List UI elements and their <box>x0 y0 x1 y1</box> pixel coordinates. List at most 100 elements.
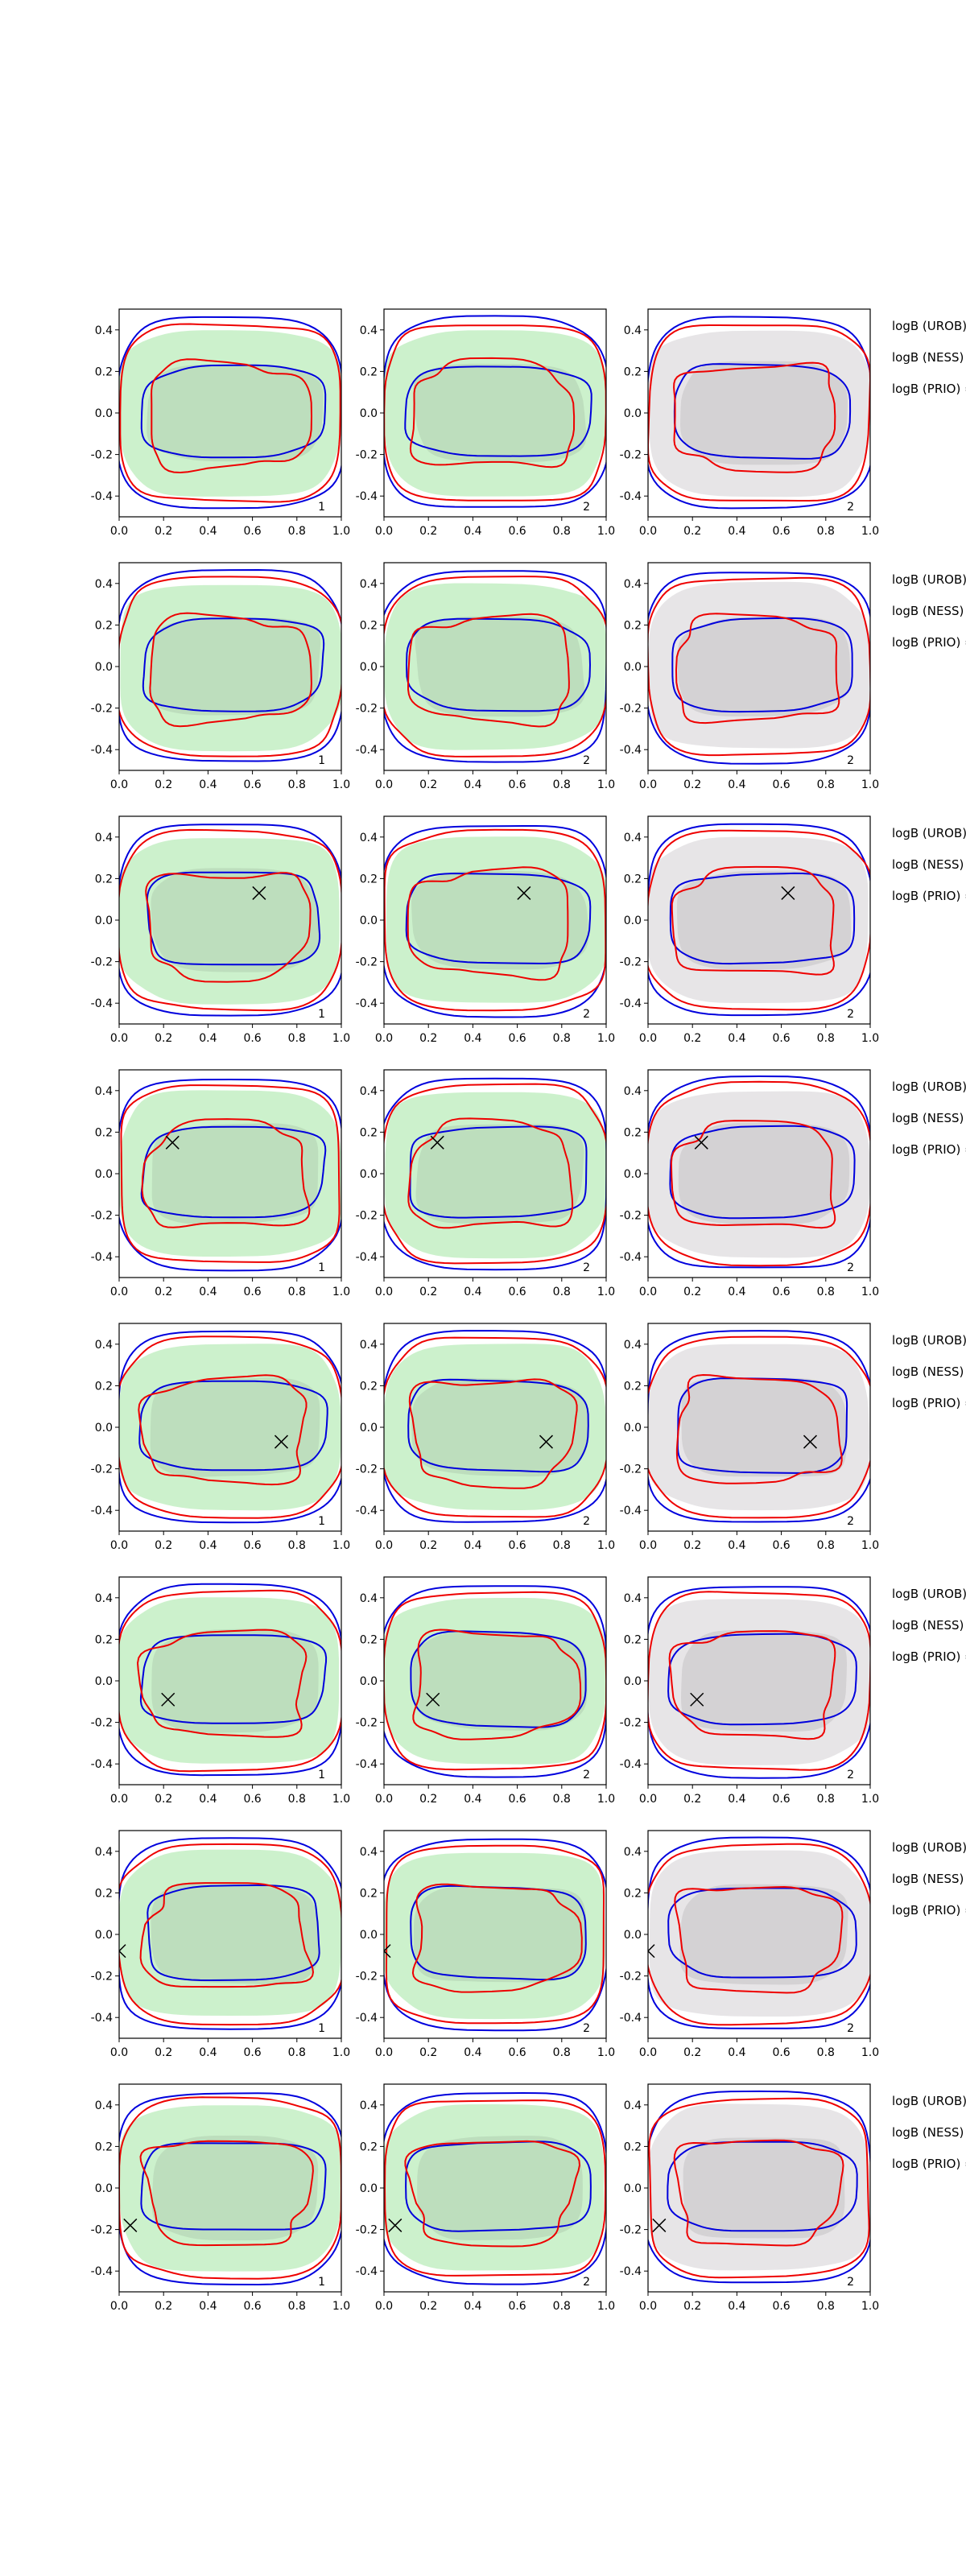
panel-r1-c1: 0.4 0.2 0.0 -0.2 -0.4 0.0 0.2 0.4 0.6 0.8 1.0 1 <box>91 308 350 538</box>
panel-plot-area <box>648 572 870 765</box>
x-tick-label: 0.4 <box>728 2300 745 2313</box>
y-tick-label: -0.2 <box>356 449 378 462</box>
panel-plot-area <box>384 1838 606 2032</box>
x-tick-label: 0.2 <box>683 1539 701 1552</box>
panel-plot-area <box>648 2090 870 2284</box>
marker-x-stroke-b <box>539 1435 554 1449</box>
panel-r3-c1: 0.4 0.2 0.0 -0.2 -0.4 0.0 0.2 0.4 0.6 0.8 1.0 1 <box>91 815 350 1045</box>
panel-number-label: 1 <box>318 501 325 514</box>
x-tick-label: 0.0 <box>110 1286 128 1298</box>
y-tick-label: -0.4 <box>91 490 113 503</box>
y-tick-label: -0.2 <box>356 956 378 969</box>
red-contour-outer <box>384 576 606 758</box>
blue-contour-outer <box>119 316 341 510</box>
panel-plot-area <box>119 1837 341 2030</box>
blue-contour-outer <box>648 823 870 1017</box>
density-fill-inner <box>678 1122 850 1225</box>
marker-x-stroke-b <box>123 2218 138 2232</box>
x-tick-label: 0.2 <box>683 1032 701 1045</box>
x-tick-label: 0.4 <box>464 2300 481 2313</box>
x-tick-label: 0.8 <box>553 1032 571 1045</box>
panel-r8-c2: 0.4 0.2 0.0 -0.2 -0.4 0.0 0.2 0.4 0.6 0.8 1.0 2 <box>356 2083 615 2313</box>
blue-contour-inner <box>405 2140 592 2232</box>
y-tick-label: 0.2 <box>624 365 642 378</box>
red-contour-inner <box>407 866 569 981</box>
density-fill-inner <box>415 1124 584 1224</box>
panel-number-label: 2 <box>847 1008 854 1021</box>
x-tick-label: 0.2 <box>419 1032 437 1045</box>
x-tick-label: 0.8 <box>288 1032 306 1045</box>
x-tick-label: 0.4 <box>199 1793 217 1806</box>
x-tick-label: 0.0 <box>639 778 657 791</box>
marker-x-stroke-a <box>384 1950 391 1959</box>
blue-contour-outer <box>384 1838 606 2032</box>
x-tick-label: 0.4 <box>728 1539 745 1552</box>
y-tick-label: -0.4 <box>356 1505 378 1517</box>
panel-r5-c3: 0.4 0.2 0.0 -0.2 -0.4 0.0 0.2 0.4 0.6 0.8 1.0 2 <box>620 1323 879 1552</box>
y-tick-label: 0.2 <box>360 619 378 632</box>
blue-contour-outer <box>648 572 870 765</box>
y-tick-label: 0.0 <box>624 1929 642 1942</box>
density-fill-inner <box>683 2137 845 2239</box>
panel-number-label: 2 <box>847 754 854 767</box>
marker-x-stroke-b <box>119 1944 126 1952</box>
x-tick-label: 0.2 <box>419 778 437 791</box>
x-tick-label: 0.0 <box>639 1032 657 1045</box>
y-tick-label: 0.0 <box>95 1675 113 1688</box>
y-tick-label: -0.2 <box>620 956 642 969</box>
red-contour-inner <box>671 865 835 976</box>
red-contour-inner <box>674 1885 844 1994</box>
y-tick-label: -0.4 <box>356 1758 378 1771</box>
marker-x-stroke-b <box>165 1135 180 1150</box>
red-contour-outer <box>648 2097 870 2279</box>
red-contour-inner <box>670 1120 836 1229</box>
y-tick-label: 0.2 <box>360 1887 378 1900</box>
y-tick-label: -0.2 <box>620 1971 642 1984</box>
x-tick-label: 0.8 <box>817 1539 835 1552</box>
panel-r7-c3: 0.4 0.2 0.0 -0.2 -0.4 0.0 0.2 0.4 0.6 0.8 1.0 2 <box>620 1830 879 2059</box>
x-tick-label: 1.0 <box>332 778 350 791</box>
y-tick-label: -0.2 <box>91 1971 113 1984</box>
y-tick-label: -0.4 <box>91 1758 113 1771</box>
y-tick-label: 0.0 <box>360 1929 378 1942</box>
panel-plot-area <box>119 316 341 510</box>
density-fill-inner <box>151 868 320 972</box>
y-tick-label: 0.0 <box>360 661 378 674</box>
y-tick-label: 0.4 <box>624 832 642 844</box>
panel-plot-area <box>119 824 341 1017</box>
x-tick-label: 1.0 <box>332 1793 350 1806</box>
panel-number-label: 2 <box>847 501 854 514</box>
x-tick-label: 0.0 <box>639 1793 657 1806</box>
blue-contour-outer <box>119 2092 341 2286</box>
x-tick-label: 0.8 <box>288 2300 306 2313</box>
marker-x-stroke-b <box>517 886 531 900</box>
x-tick-label: 0.2 <box>683 2046 701 2059</box>
x-tick-label: 0.0 <box>110 1539 128 1552</box>
x-tick-label: 0.6 <box>508 1539 526 1552</box>
x-tick-label: 0.6 <box>508 1032 526 1045</box>
y-tick-label: 0.2 <box>360 873 378 886</box>
y-tick-label: 0.0 <box>360 407 378 420</box>
blue-contour-inner <box>405 617 592 712</box>
x-tick-label: 0.8 <box>817 2046 835 2059</box>
red-contour-outer <box>119 323 341 503</box>
x-tick-label: 0.0 <box>639 1539 657 1552</box>
panel-plot-area <box>119 1583 341 1777</box>
x-tick-label: 1.0 <box>861 1032 879 1045</box>
x-tick-label: 0.2 <box>155 2300 172 2313</box>
y-tick-label: 0.2 <box>360 1633 378 1646</box>
panel-plot-area <box>648 316 870 510</box>
y-tick-label: 0.0 <box>95 1929 113 1942</box>
red-contour-inner <box>673 361 836 473</box>
y-tick-label: 0.4 <box>624 324 642 337</box>
panel-r5-c1: 0.4 0.2 0.0 -0.2 -0.4 0.0 0.2 0.4 0.6 0.8 1.0 1 <box>91 1323 350 1552</box>
x-tick-label: 0.4 <box>464 1032 481 1045</box>
y-tick-label: 0.0 <box>360 914 378 927</box>
panel-r6-c3: 0.4 0.2 0.0 -0.2 -0.4 0.0 0.2 0.4 0.6 0.8 1.0 2 <box>620 1576 879 1806</box>
y-tick-label: -0.2 <box>356 703 378 716</box>
x-tick-label: 0.2 <box>155 1793 172 1806</box>
panel-plot-area <box>648 823 870 1017</box>
logb-label: logB (UROB) = <box>892 1587 966 1601</box>
marker-x-stroke-b <box>384 1944 391 1952</box>
blue-contour-outer <box>119 824 341 1017</box>
